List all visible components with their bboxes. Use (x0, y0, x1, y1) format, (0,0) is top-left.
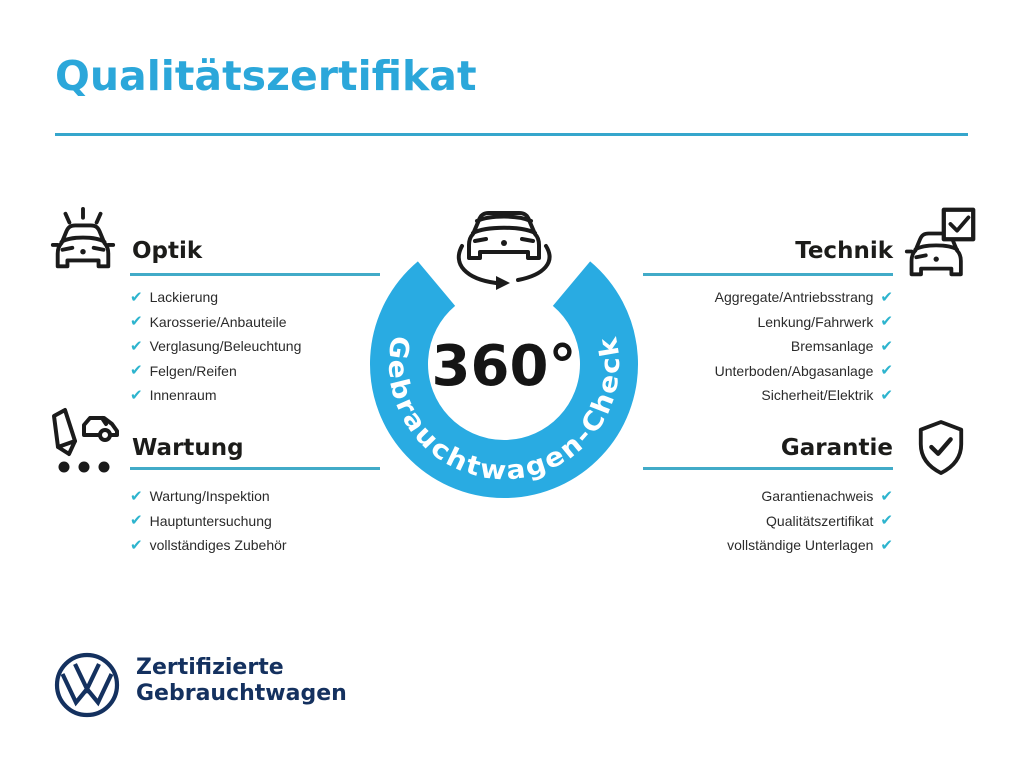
check-icon: ✔ (130, 535, 143, 554)
vw-logo-icon (54, 652, 120, 718)
checklist-item: Sicherheit/Elektrik ✔ (761, 385, 893, 404)
check-icon: ✔ (880, 361, 893, 380)
wartung-checklist: ✔ Wartung/Inspektion ✔ Hauptuntersuchung ✔… (130, 484, 287, 558)
check-icon: ✔ (130, 486, 143, 505)
checklist-item: Unterboden/Abgasanlage ✔ (714, 361, 893, 380)
checklist-item: Aggregate/Antriebsstrang ✔ (714, 287, 893, 306)
checklist-item: ✔ Karosserie/Anbauteile (130, 312, 287, 331)
check-icon: ✔ (880, 312, 893, 331)
check-icon: ✔ (130, 287, 143, 306)
check-icon: ✔ (880, 486, 893, 505)
brand-line1: Zertifizierte (136, 655, 284, 680)
checklist-item: ✔ Felgen/Reifen (130, 361, 237, 380)
car-rotation-icon (456, 211, 552, 290)
check-icon: ✔ (880, 535, 893, 554)
degree-label: 360° (431, 334, 577, 399)
checklist-item: Qualitätszertifikat ✔ (766, 511, 893, 530)
car-checkbox-icon (904, 207, 976, 277)
checklist-item: ✔ vollständiges Zubehör (130, 535, 287, 554)
page-title: Qualitätszertifikat (55, 52, 477, 100)
check-icon: ✔ (130, 336, 143, 355)
checklist-item: ✔ Innenraum (130, 385, 217, 404)
section-title-wartung: Wartung (132, 435, 244, 461)
section-divider-optik (130, 273, 380, 276)
checklist-item: Lenkung/Fahrwerk ✔ (757, 312, 893, 331)
section-divider-wartung (130, 467, 380, 470)
car-front-shine-icon (50, 206, 116, 269)
section-divider-technik (643, 273, 893, 276)
check-icon: ✔ (130, 361, 143, 380)
check-icon: ✔ (880, 287, 893, 306)
checklist-item: vollständige Unterlagen ✔ (727, 535, 893, 554)
pencil-car-checklist-icon (52, 408, 119, 473)
brand-line2: Gebrauchtwagen (136, 681, 347, 706)
technik-checklist: Aggregate/Antriebsstrang ✔ Lenkung/Fahrwe… (715, 285, 893, 408)
360-check-badge: Gebrauchtwagen-Check (368, 228, 640, 500)
360-ring: Gebrauchtwagen-Check (370, 261, 638, 498)
shield-check-icon (918, 420, 964, 475)
title-divider (55, 133, 968, 136)
check-icon: ✔ (130, 312, 143, 331)
section-title-optik: Optik (132, 238, 203, 264)
optik-checklist: ✔ Lackierung ✔ Karosserie/Anbauteile ✔ Verg… (130, 285, 301, 408)
checklist-item: Bremsanlage ✔ (790, 336, 893, 355)
check-icon: ✔ (880, 336, 893, 355)
check-icon: ✔ (130, 511, 143, 530)
section-title-garantie: Garantie (780, 435, 893, 461)
brand-claim: Zertifizierte Gebrauchtwagen (136, 655, 347, 707)
check-icon: ✔ (880, 385, 893, 404)
section-divider-garantie (643, 467, 893, 470)
section-title-technik: Technik (795, 238, 893, 264)
checklist-item: ✔ Wartung/Inspektion (130, 486, 270, 505)
checklist-item: ✔ Lackierung (130, 287, 219, 306)
checklist-item: ✔ Verglasung/Beleuchtung (130, 336, 302, 355)
checklist-item: ✔ Hauptuntersuchung (130, 511, 272, 530)
garantie-checklist: Garantienachweis ✔ Qualitätszertifikat ✔ v… (727, 484, 893, 558)
check-icon: ✔ (130, 385, 143, 404)
check-icon: ✔ (880, 511, 893, 530)
checklist-item: Garantienachweis ✔ (761, 486, 893, 505)
